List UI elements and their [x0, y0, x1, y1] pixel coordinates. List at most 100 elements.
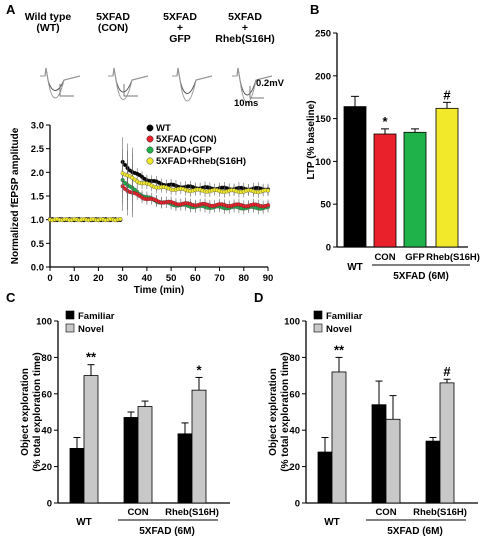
scale-label-mv: 0.2mV — [256, 78, 285, 89]
c-category-label-2: Rheb(S16H) — [165, 507, 219, 518]
d-group-label: 5XFAD (6M) — [387, 526, 443, 537]
a-x-tick-label: 60 — [190, 273, 201, 284]
d-y-tick-label: 60 — [289, 389, 300, 400]
a-y-tick-label: 2.5 — [31, 144, 45, 155]
b-annotation-3: # — [443, 87, 451, 102]
c-category-label-0: WT — [76, 517, 92, 528]
a-legend-swatch-0 — [146, 124, 154, 132]
scale-bar-0 — [59, 84, 74, 97]
trace-header-0: Wild type (WT) — [25, 11, 72, 34]
a-legend-swatch-3 — [146, 157, 154, 165]
d-bar-0-1 — [371, 404, 387, 504]
b-y-tick-label: 100 — [315, 157, 331, 168]
b-bar-1 — [373, 133, 397, 248]
b-bar-3 — [435, 107, 459, 248]
d-y-tick-label: 80 — [289, 353, 300, 364]
d-y-axis-label: Object exploration(% total exploration t… — [268, 352, 291, 471]
a-x-tick-label: 40 — [142, 273, 153, 284]
d-y-tick-label: 20 — [289, 462, 300, 473]
c-legend-swatch-1 — [65, 323, 75, 333]
a-x-axis-label: Time (min) — [134, 285, 184, 296]
b-y-tick-label: 250 — [315, 29, 331, 40]
a-point-1 — [265, 203, 271, 208]
c-bar-1-1 — [137, 406, 153, 504]
d-bar-0-2 — [425, 440, 441, 504]
panel-letter-b: B — [310, 2, 319, 17]
c-y-tick-label: 100 — [36, 317, 52, 328]
b-y-axis-label: LTP (% baseline) — [306, 100, 317, 179]
b-y-tick-label: 200 — [315, 71, 331, 82]
a-x-tick-label: 0 — [47, 273, 52, 284]
a-x-tick-label: 70 — [214, 273, 225, 284]
b-annotation-1: * — [382, 114, 388, 129]
b-y-tick-label: 150 — [315, 114, 331, 125]
b-y-tick-label: 50 — [320, 200, 331, 211]
a-y-tick-label: 0.0 — [31, 263, 44, 274]
scale-bar-main — [249, 86, 264, 99]
trace-after-2 — [172, 67, 213, 102]
a-y-tick-label: 1.0 — [31, 215, 44, 226]
c-legend-swatch-0 — [65, 310, 75, 320]
d-category-label-2: Rheb(S16H) — [413, 507, 467, 518]
c-annotation-0: ** — [86, 350, 97, 365]
c-bar-1-0 — [83, 375, 99, 504]
panel-c-object-exploration-chart: 0 20 40 60 80 100 Object exploration(% total e… — [20, 310, 230, 537]
d-bar-0-0 — [317, 451, 333, 504]
a-legend-swatch-2 — [146, 146, 154, 154]
d-y-tick-label: 0 — [295, 499, 300, 510]
c-y-tick-label: 60 — [41, 389, 52, 400]
a-x-tick-label: 90 — [263, 273, 274, 284]
a-x-tick-label: 80 — [238, 273, 249, 284]
c-category-label-1: CON — [127, 507, 148, 518]
trace-after-0 — [40, 67, 81, 99]
panel-letter-d: D — [254, 290, 263, 305]
a-x-tick-label: 50 — [166, 273, 177, 284]
c-annotation-2: * — [196, 362, 202, 377]
a-x-tick-label: 10 — [69, 273, 80, 284]
d-bar-1-2 — [439, 382, 455, 504]
b-category-label-0: WT — [347, 262, 363, 273]
scale-label-ms: 10ms — [234, 98, 258, 109]
d-legend-swatch-0 — [313, 310, 323, 320]
a-y-tick-label: 3.0 — [31, 121, 44, 132]
a-y-tick-label: 0.5 — [31, 239, 45, 250]
d-category-label-0: WT — [324, 517, 340, 528]
trace-header-3: 5XFAD + Rheb(S16H) — [215, 11, 275, 45]
c-y-tick-label: 20 — [41, 462, 52, 473]
c-y-tick-label: 40 — [41, 426, 52, 437]
c-bar-0-1 — [123, 417, 139, 504]
panel-a-traces: Wild type (WT) 5XFAD (CON) 5XFAD + GFP 5XFAD + Rh… — [25, 11, 285, 109]
trace-header-2: 5XFAD + GFP — [163, 11, 197, 45]
trace-header-1: 5XFAD (CON) — [96, 11, 130, 34]
d-bar-1-1 — [385, 418, 401, 504]
a-legend-label-1: 5XFAD (CON) — [156, 134, 217, 145]
b-category-label-2: GFP — [405, 252, 425, 263]
a-x-tick-label: 20 — [93, 273, 104, 284]
d-annotation-0: ** — [334, 342, 345, 357]
d-category-label-1: CON — [375, 507, 396, 518]
panel-d-object-exploration-chart: 0 20 40 60 80 100 Object exploration(% total e… — [268, 310, 478, 537]
c-legend-label-0: Familiar — [78, 311, 115, 322]
c-y-tick-label: 80 — [41, 353, 52, 364]
c-bar-0-0 — [69, 447, 85, 504]
a-y-tick-label: 1.5 — [31, 192, 45, 203]
a-x-tick-label: 30 — [117, 273, 128, 284]
a-y-tick-label: 2.0 — [31, 168, 44, 179]
c-group-label: 5XFAD (6M) — [139, 526, 195, 537]
c-legend-label-1: Novel — [78, 324, 104, 335]
b-category-label-3: Rheb(S16H) — [426, 252, 480, 263]
a-legend-swatch-1 — [146, 135, 154, 143]
a-point-3 — [118, 217, 123, 222]
a-point-0 — [123, 162, 128, 168]
d-legend-label-0: Familiar — [326, 311, 363, 322]
d-legend-label-1: Novel — [326, 324, 352, 335]
b-group-label: 5XFAD (6M) — [393, 271, 449, 282]
scale-bar-1 — [123, 84, 138, 97]
b-bar-2 — [403, 131, 427, 248]
c-bar-1-2 — [191, 389, 207, 504]
b-bar-0 — [343, 106, 367, 248]
panel-a-ltp-time-course: 0.0 0.5 1.0 1.5 2.0 2.5 3.0 0 10 20 30 40 50 60 70 80 90… — [10, 121, 273, 297]
a-legend-label-0: WT — [156, 123, 171, 134]
b-y-tick-label: 0 — [326, 243, 331, 254]
a-legend-label-3: 5XFAD+Rheb(S16H) — [156, 156, 246, 167]
